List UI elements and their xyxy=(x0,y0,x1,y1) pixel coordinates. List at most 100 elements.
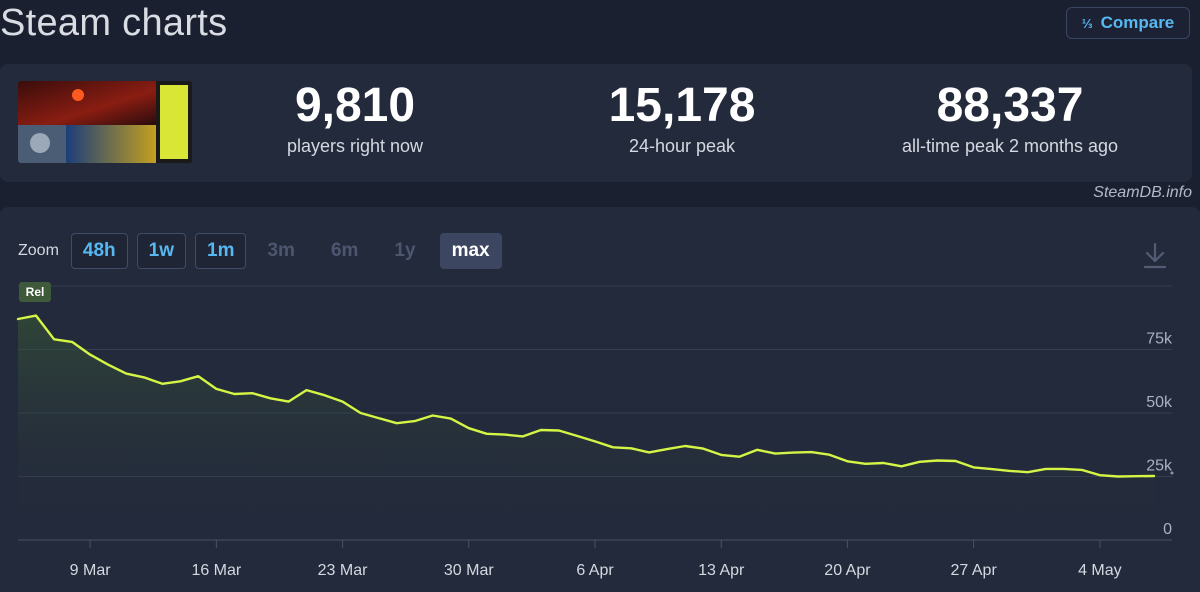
data-point[interactable] xyxy=(107,363,109,366)
x-tick-label: 16 Mar xyxy=(191,562,241,579)
data-point[interactable] xyxy=(486,433,488,435)
data-point[interactable] xyxy=(972,466,975,469)
data-point[interactable] xyxy=(1045,468,1047,470)
data-point[interactable] xyxy=(504,433,506,436)
data-point[interactable] xyxy=(1027,471,1029,473)
stat-current-players: 9,810 players right now xyxy=(275,78,435,157)
series-area xyxy=(18,315,1154,540)
data-point[interactable] xyxy=(1008,470,1011,472)
stats-panel: 9,810 players right now 15,178 24-hour p… xyxy=(0,64,1192,182)
data-point[interactable] xyxy=(468,427,470,429)
data-point[interactable] xyxy=(684,445,686,447)
data-point[interactable] xyxy=(1081,469,1083,471)
zoom-48h-button[interactable]: 48h xyxy=(70,233,128,269)
data-point[interactable] xyxy=(648,451,650,454)
y-tick-label: 75k xyxy=(1146,331,1173,348)
data-point[interactable] xyxy=(774,452,777,455)
data-point[interactable] xyxy=(864,463,867,465)
data-point[interactable] xyxy=(918,461,921,463)
data-point[interactable] xyxy=(1099,474,1101,476)
stat-value: 88,337 xyxy=(936,79,1084,132)
data-point[interactable] xyxy=(431,414,434,417)
data-point[interactable] xyxy=(558,429,560,432)
data-point[interactable] xyxy=(287,400,290,403)
data-point[interactable] xyxy=(197,375,200,377)
live-point xyxy=(1170,471,1174,475)
data-point[interactable] xyxy=(990,468,993,470)
game-thumbnail xyxy=(18,81,192,163)
stat-label: all-time peak 2 months ago xyxy=(901,136,1119,156)
data-point[interactable] xyxy=(954,460,957,462)
data-point[interactable] xyxy=(576,435,578,437)
x-tick-label: 4 May xyxy=(1078,562,1122,579)
data-point[interactable] xyxy=(882,462,885,464)
data-point[interactable] xyxy=(269,397,272,400)
data-point[interactable] xyxy=(792,451,795,454)
data-point[interactable] xyxy=(17,318,19,320)
data-point[interactable] xyxy=(720,454,722,456)
steamdb-credit[interactable]: SteamDB.info xyxy=(1093,184,1192,201)
data-point[interactable] xyxy=(377,417,380,419)
data-point[interactable] xyxy=(810,451,813,453)
data-point[interactable] xyxy=(1135,475,1137,477)
data-point[interactable] xyxy=(756,449,759,451)
y-tick-label: 50k xyxy=(1146,394,1173,411)
stat-label: players right now xyxy=(286,136,424,156)
data-point[interactable] xyxy=(125,372,127,375)
data-point[interactable] xyxy=(612,446,614,449)
data-point[interactable] xyxy=(702,447,704,450)
data-point[interactable] xyxy=(594,440,596,443)
data-point[interactable] xyxy=(540,429,542,431)
page-title: Steam charts xyxy=(0,2,228,44)
data-point[interactable] xyxy=(179,380,182,383)
data-point[interactable] xyxy=(828,453,831,456)
data-point[interactable] xyxy=(1117,475,1119,478)
release-marker[interactable]: Rel xyxy=(19,282,51,302)
data-point[interactable] xyxy=(936,459,939,462)
data-point[interactable] xyxy=(323,394,326,396)
x-tick-label: 23 Mar xyxy=(318,562,368,579)
compare-button[interactable]: ⅓ Compare xyxy=(1066,7,1190,39)
data-point[interactable] xyxy=(450,417,452,420)
data-point[interactable] xyxy=(846,460,849,463)
data-point[interactable] xyxy=(413,420,416,422)
zoom-1m-button[interactable]: 1m xyxy=(195,233,247,269)
data-point[interactable] xyxy=(233,393,236,395)
series-line xyxy=(16,314,1156,478)
data-point[interactable] xyxy=(341,400,344,403)
y-tick-label: 25k xyxy=(1146,458,1173,475)
zoom-label: Zoom xyxy=(18,242,59,259)
data-point[interactable] xyxy=(251,392,254,394)
release-marker-label: Rel xyxy=(26,285,45,299)
data-point[interactable] xyxy=(522,435,524,438)
data-point[interactable] xyxy=(35,314,37,317)
data-point[interactable] xyxy=(215,388,218,390)
data-point[interactable] xyxy=(630,447,632,450)
stat-value: 15,178 xyxy=(608,79,756,132)
data-point[interactable] xyxy=(1153,475,1155,477)
data-point[interactable] xyxy=(53,338,55,341)
data-point[interactable] xyxy=(666,448,668,450)
release-marker-box xyxy=(19,282,51,302)
game-thumbnail-art xyxy=(18,81,192,163)
zoom-max-button[interactable]: max xyxy=(439,233,502,269)
download-icon[interactable] xyxy=(1142,242,1168,270)
zoom-1y-button: 1y xyxy=(394,240,416,261)
data-point[interactable] xyxy=(359,412,362,414)
data-point[interactable] xyxy=(395,422,398,424)
data-point[interactable] xyxy=(1063,468,1065,470)
data-point[interactable] xyxy=(71,341,73,343)
data-point[interactable] xyxy=(89,353,91,356)
stat-label: 24-hour peak xyxy=(628,136,736,156)
zoom-1w-button[interactable]: 1w xyxy=(136,233,187,269)
fraction-icon: ⅓ xyxy=(1081,15,1093,31)
stat-all-time-peak: 88,337 all-time peak 2 months ago xyxy=(880,78,1140,157)
data-point[interactable] xyxy=(305,389,308,391)
data-point[interactable] xyxy=(161,383,164,385)
y-tick-label: 0 xyxy=(1163,521,1172,538)
data-point[interactable] xyxy=(738,455,741,458)
data-point[interactable] xyxy=(900,465,903,468)
data-point[interactable] xyxy=(143,376,145,379)
x-tick-label: 6 Apr xyxy=(576,562,614,579)
x-tick-label: 9 Mar xyxy=(70,562,112,579)
